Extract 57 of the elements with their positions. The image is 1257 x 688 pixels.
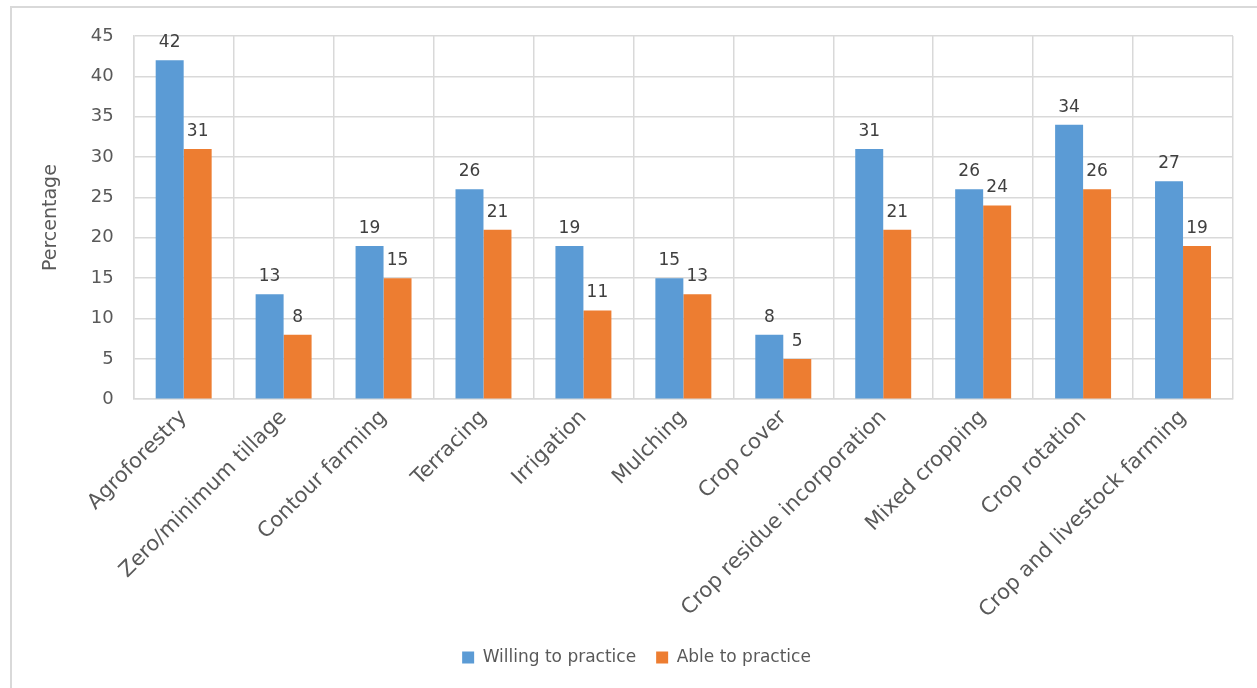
- bar: [483, 229, 512, 399]
- y-tick-label: 40: [90, 64, 114, 86]
- bar: [1183, 245, 1212, 399]
- y-tick-label: 45: [90, 23, 114, 45]
- data-label: 13: [686, 265, 709, 286]
- bar: [983, 205, 1012, 399]
- data-label: 15: [386, 249, 409, 270]
- y-tick-label: 25: [90, 185, 114, 207]
- bar: [755, 334, 784, 399]
- data-label: 11: [586, 281, 609, 302]
- data-label: 31: [858, 119, 881, 140]
- legend-label: Able to practice: [676, 645, 811, 666]
- bar: [955, 189, 984, 399]
- data-label: 19: [1186, 216, 1208, 237]
- y-tick-label: 0: [102, 386, 114, 408]
- data-label: 34: [1058, 95, 1080, 116]
- bar: [783, 358, 812, 399]
- data-label: 31: [186, 119, 209, 140]
- bar: [555, 245, 584, 399]
- bar: [383, 278, 412, 399]
- data-label: 21: [886, 200, 909, 221]
- y-tick-label: 5: [102, 346, 114, 368]
- bar: [283, 334, 312, 399]
- data-label: 26: [1086, 160, 1108, 181]
- bar: [155, 60, 184, 399]
- data-label: 26: [958, 160, 980, 181]
- data-label: 24: [986, 176, 1008, 197]
- bar: [1055, 124, 1084, 399]
- data-label: 26: [458, 160, 481, 181]
- y-tick-label: 30: [90, 144, 114, 166]
- data-label: 15: [658, 249, 681, 270]
- data-label: 19: [558, 216, 581, 237]
- data-label: 8: [763, 305, 775, 326]
- bar: [455, 189, 484, 399]
- y-tick-label: 15: [90, 265, 114, 287]
- bar: [655, 278, 684, 399]
- data-label: 13: [258, 265, 281, 286]
- bar: [683, 294, 712, 399]
- bar: [355, 245, 384, 399]
- y-tick-label: 35: [90, 104, 114, 126]
- bar: [855, 149, 884, 399]
- data-label: 8: [292, 305, 304, 326]
- data-label: 21: [486, 200, 509, 221]
- bar: [183, 149, 212, 399]
- y-axis-title: Percentage: [38, 164, 61, 272]
- bar: [1155, 181, 1184, 399]
- bar: [1083, 189, 1112, 399]
- data-label: 42: [158, 31, 181, 52]
- y-tick-label: 10: [90, 306, 114, 328]
- data-label: 5: [791, 329, 803, 350]
- bar: [583, 310, 612, 399]
- data-label: 19: [358, 216, 381, 237]
- data-label: 27: [1158, 152, 1180, 173]
- bar: [255, 294, 284, 399]
- legend-label: Willing to practice: [482, 645, 637, 666]
- y-tick-label: 20: [90, 225, 114, 247]
- bar: [883, 229, 912, 399]
